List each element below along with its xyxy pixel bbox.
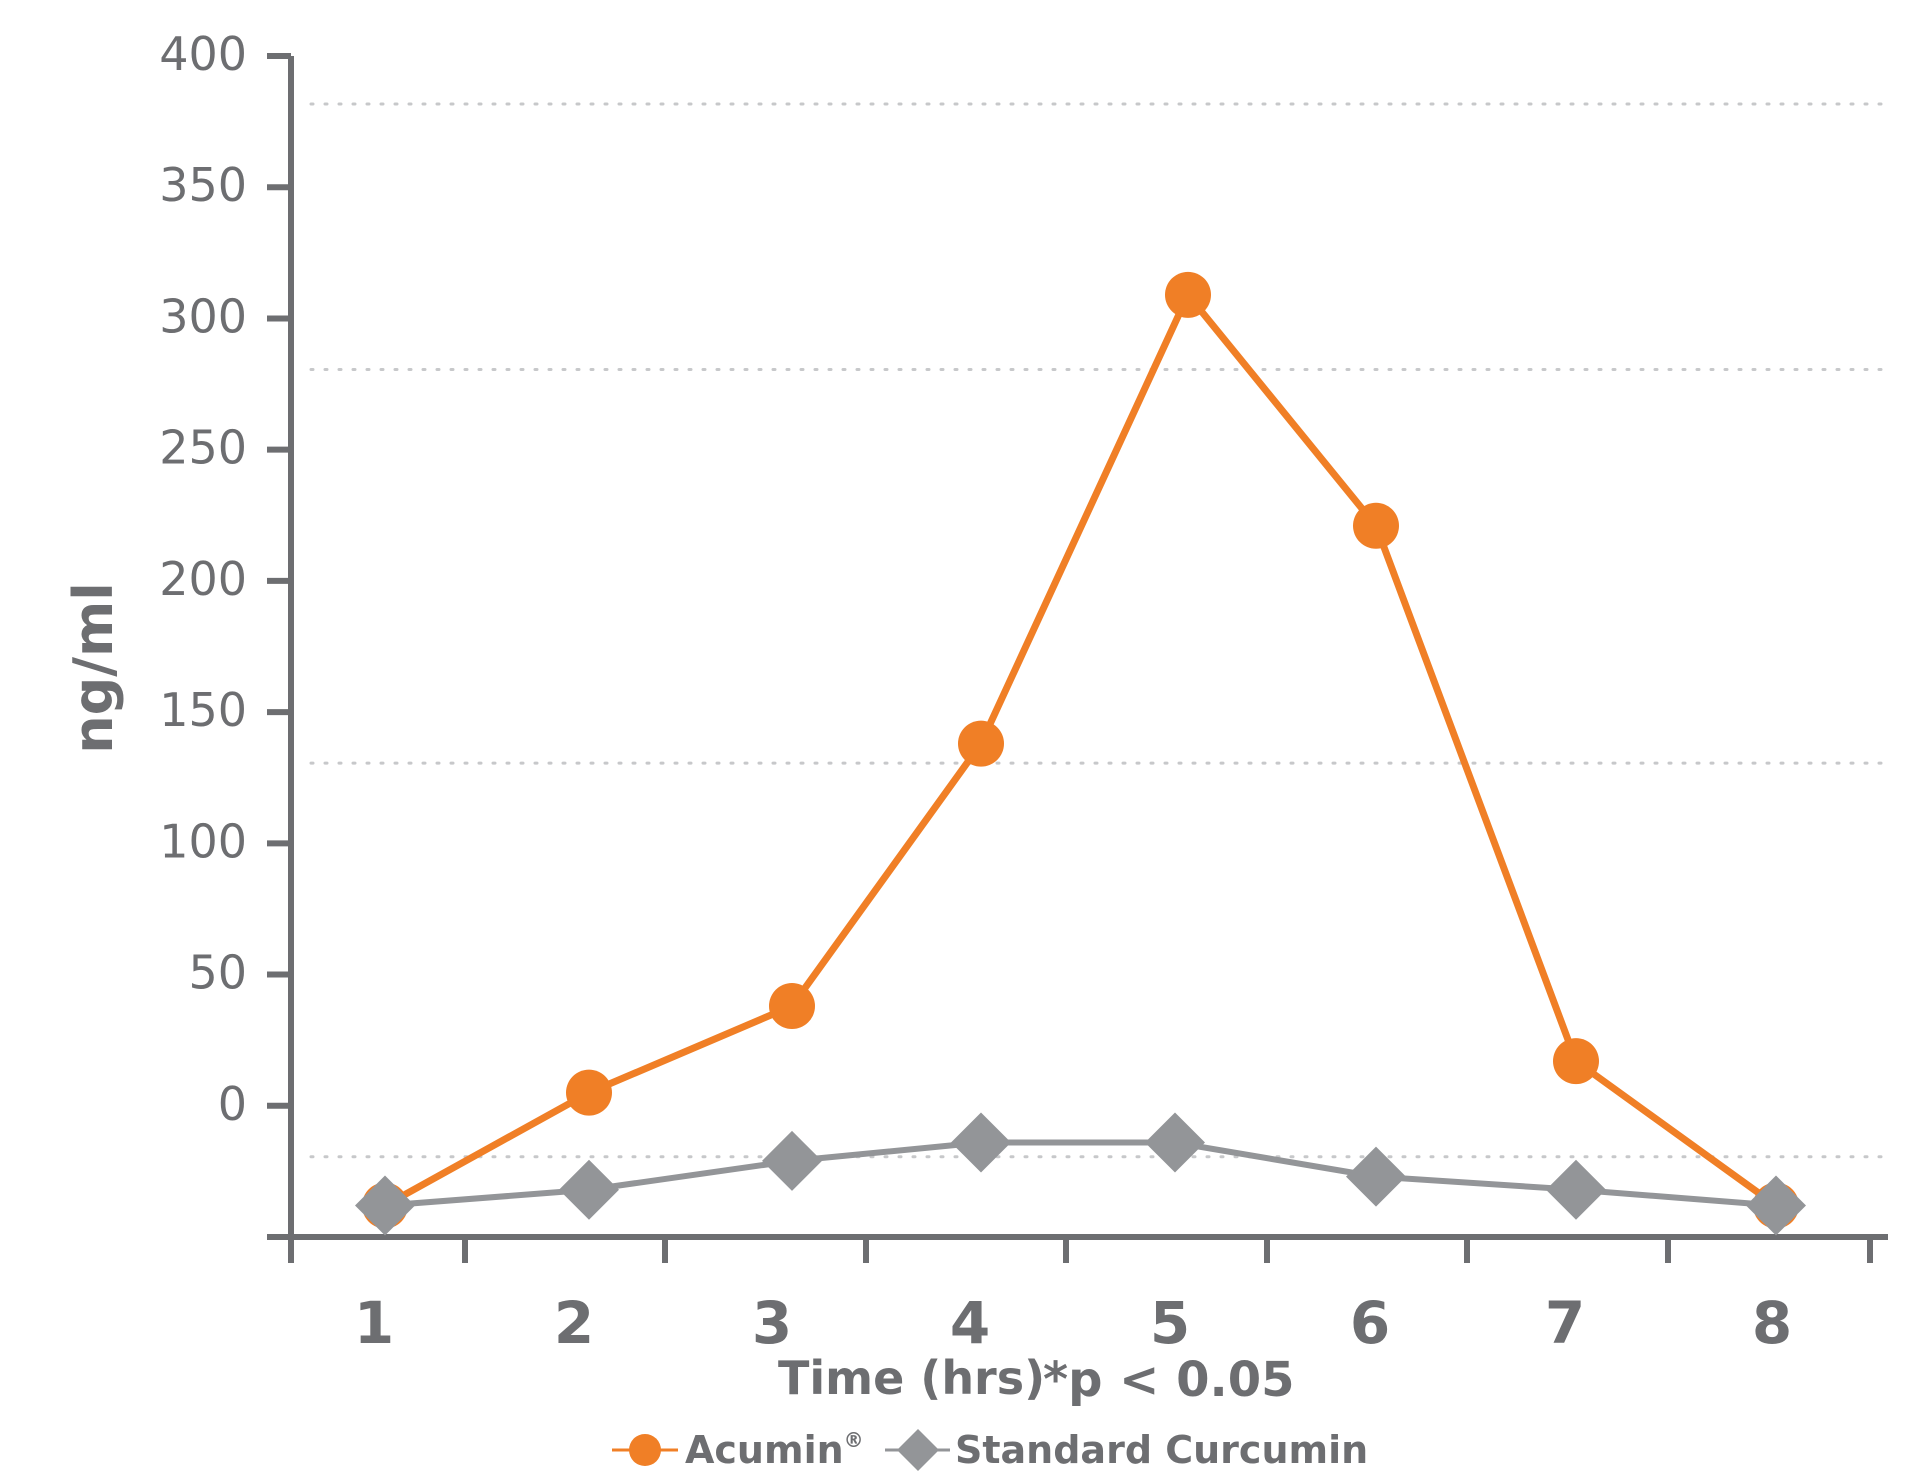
x-axis-label: Time (hrs) <box>778 1351 1045 1405</box>
x-axis-ticks: 1 2 3 4 5 6 7 8 <box>288 1237 1873 1357</box>
data-point <box>559 1159 619 1220</box>
series-acumin <box>362 271 1799 1229</box>
y-tick-label: 200 <box>159 552 247 606</box>
x-tick-label: 1 <box>354 1289 394 1357</box>
series-line <box>384 1139 1777 1209</box>
data-point <box>1553 1038 1599 1085</box>
y-tick-label: 0 <box>218 1077 247 1131</box>
legend: Acumin® Standard Curcumin <box>612 1428 1368 1472</box>
data-point <box>958 720 1004 767</box>
y-tick-label: 150 <box>159 683 247 737</box>
data-point <box>1353 502 1399 549</box>
data-point <box>769 983 815 1030</box>
series-standard-curcumin <box>355 1112 1806 1236</box>
data-point <box>566 1069 612 1116</box>
data-point <box>1165 271 1211 318</box>
data-point <box>355 1175 415 1236</box>
significance-note: *p < 0.05 <box>1043 1352 1295 1408</box>
data-point <box>762 1130 822 1191</box>
data-point <box>1546 1159 1606 1220</box>
data-point <box>1346 1146 1406 1207</box>
y-tick-label: 50 <box>188 946 247 1000</box>
y-tick-label: 400 <box>159 27 247 81</box>
x-tick-label: 5 <box>1150 1289 1190 1357</box>
grid-lines <box>309 102 1887 1159</box>
y-tick-label: 100 <box>159 814 247 868</box>
y-tick-label: 250 <box>159 421 247 475</box>
x-tick-label: 6 <box>1350 1289 1390 1357</box>
x-tick-label: 2 <box>554 1289 594 1357</box>
data-point <box>1145 1112 1205 1173</box>
series-group <box>355 271 1806 1236</box>
x-tick-label: 7 <box>1545 1289 1585 1357</box>
x-tick-label: 3 <box>752 1289 792 1357</box>
y-axis-label: ng/ml <box>62 582 125 754</box>
y-tick-label: 300 <box>159 289 247 343</box>
x-tick-label: 8 <box>1752 1289 1792 1357</box>
legend-label-sup: ® <box>844 1428 864 1452</box>
axes <box>267 56 1888 1240</box>
legend-marker-diamond <box>897 1429 939 1471</box>
y-tick-label: 350 <box>159 158 247 212</box>
series-line <box>383 291 1779 1209</box>
legend-label: Standard Curcumin <box>955 1428 1368 1472</box>
data-point <box>1746 1175 1806 1236</box>
y-axis-ticks: 0 50 100 150 200 250 300 350 400 <box>159 27 291 1240</box>
legend-marker-circle <box>629 1434 661 1466</box>
legend-label: Acumin® <box>685 1428 864 1472</box>
data-point <box>951 1112 1011 1173</box>
x-tick-label: 4 <box>950 1289 990 1357</box>
